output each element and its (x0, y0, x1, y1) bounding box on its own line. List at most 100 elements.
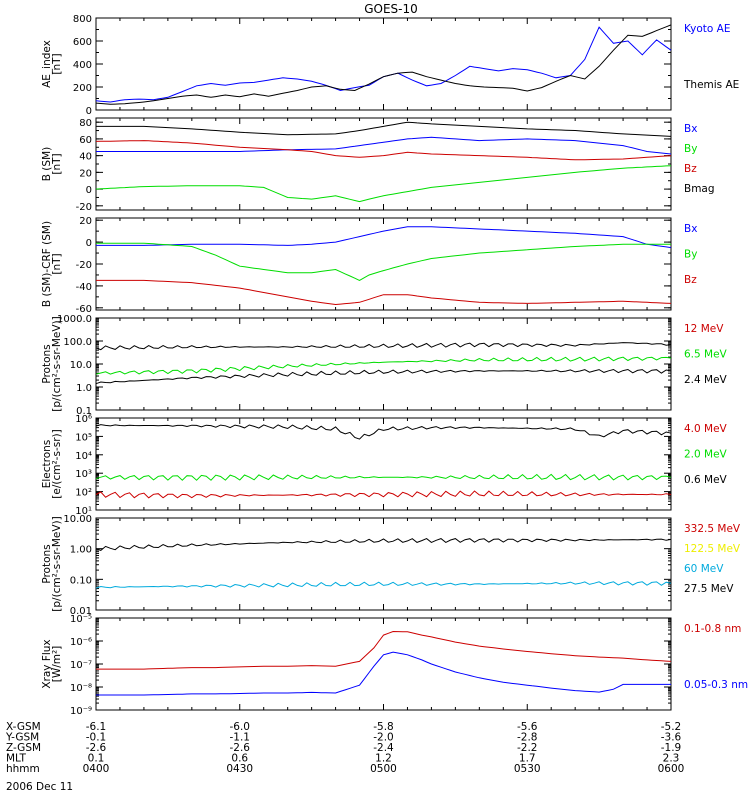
panel-frame (95, 317, 672, 411)
ephem-value: 0.6 (231, 753, 248, 765)
y-tick-label: 10² (75, 488, 92, 499)
y-tick-label: 10⁻⁷ (70, 660, 92, 671)
y-tick-label: 0.10 (70, 575, 92, 586)
y-tick-label: 10⁴ (75, 451, 92, 462)
y-tick-label: 1.00 (70, 545, 92, 556)
y-tick-label: 10⁻⁵ (70, 614, 92, 625)
legend-by: By (684, 143, 697, 155)
ephem-label: Z-GSM (6, 742, 41, 754)
ephem-value: -2.0 (373, 732, 394, 744)
series-line-bx (96, 226, 672, 249)
legend-bx: Bx (684, 123, 697, 135)
ephem-value: -5.8 (373, 721, 394, 733)
ephem-value: -2.6 (86, 742, 107, 754)
y-tick-label: 100.0 (63, 337, 92, 348)
y-tick-label: 80 (79, 118, 92, 129)
y-tick-label: 0.1 (76, 406, 92, 417)
series-line-2-4-mev (95, 368, 672, 385)
legend-6-5-mev: 6.5 MeV (684, 349, 728, 361)
y-tick-label: 10⁻⁹ (70, 706, 92, 717)
legend-332-5-mev: 332.5 MeV (684, 523, 741, 535)
y-tick-label: 800 (73, 14, 92, 25)
series-line-6-5-mev (95, 356, 672, 375)
y-tick-label: -20 (76, 202, 92, 213)
ephem-value: -5.6 (517, 721, 538, 733)
legend-27-5-mev: 27.5 MeV (684, 583, 734, 595)
legend-kyoto-ae: Kyoto AE (684, 23, 730, 35)
y-axis-label: Electrons (41, 440, 53, 489)
ephem-label: hhmm (6, 763, 40, 775)
y-axis-label: [nT] (51, 253, 63, 274)
legend-bmag: Bmag (684, 183, 715, 195)
legend-bx: Bx (684, 223, 697, 235)
legend-2-4-mev: 2.4 MeV (684, 374, 728, 386)
y-tick-label: -20 (76, 260, 92, 271)
y-tick-label: 60 (79, 135, 92, 146)
y-tick-label: 40 (79, 152, 92, 163)
legend-0-1-0-8-nm: 0.1-0.8 nm (684, 623, 741, 635)
y-axis-label: Protons (41, 544, 53, 583)
ephem-value: 0430 (226, 763, 253, 775)
y-axis-label: Protons (41, 344, 53, 383)
legend-by: By (684, 249, 697, 261)
y-axis-label: [e/(cm²-s-sr)] (51, 429, 63, 498)
series-line-60-mev (95, 581, 672, 589)
ephem-value: -6.0 (230, 721, 251, 733)
y-tick-label: 200 (73, 83, 92, 94)
ephem-label: MLT (6, 753, 26, 765)
y-axis-label: [W/m²] (51, 646, 63, 683)
y-axis-label: B (SM) (41, 147, 53, 181)
y-axis-label: [p/(cm²-s-sr-MeV)] (51, 516, 63, 611)
series-line-2-0-mev (95, 473, 672, 481)
panel-1: -20 0 20 40 60 80 B (SM)[nT] Bx By Bz Bmag (41, 117, 715, 213)
legend-bz: Bz (684, 274, 697, 286)
ephem-value: 1.2 (375, 753, 392, 765)
y-tick-label: 10.00 (63, 514, 92, 525)
y-tick-label: 400 (73, 60, 92, 71)
y-tick-label: 10.0 (70, 360, 92, 371)
y-tick-label: 10³ (75, 469, 92, 480)
legend-122-5-mev: 122.5 MeV (684, 543, 741, 555)
ephem-value: 2.3 (663, 753, 680, 765)
ephem-value: -2.2 (517, 742, 538, 754)
series-line-bz (95, 140, 672, 161)
ephem-value: -5.2 (661, 721, 682, 733)
date-label: 2006 Dec 11 (6, 781, 73, 793)
ephem-value: -0.1 (86, 732, 107, 744)
panel-frame (95, 217, 672, 311)
ephem-value: -2.6 (230, 742, 251, 754)
y-tick-label: 10⁻⁶ (70, 637, 92, 648)
series-line-bx (96, 136, 672, 155)
y-axis-label: [p/(cm²-s-sr-MeV)] (51, 316, 63, 411)
series-line-by (96, 242, 671, 281)
ephem-value: 0530 (514, 763, 541, 775)
series-line-27-5-mev (95, 538, 672, 551)
y-axis-label: AE_index (41, 40, 53, 88)
legend-0-05-0-3-nm: 0.05-0.3 nm (684, 679, 748, 691)
ephem-label: Y-GSM (5, 732, 39, 744)
chart-title: GOES-10 (364, 2, 418, 16)
ephem-value: -2.4 (373, 742, 394, 754)
panel-6: 10⁻⁹ 10⁻⁸ 10⁻⁷ 10⁻⁶ 10⁻⁵ Xray Flux[W/m²] 0.1-0… (41, 614, 748, 717)
legend-bz: Bz (684, 163, 697, 175)
panel-4: 10¹ 10² 10³ 10⁴ 10⁵ 10⁶ Electrons[e/(cm²-s-sr)… (41, 414, 728, 517)
panel-0: 0 200 400 600 800 AE_index[nT] Kyoto AE Themis … (41, 14, 739, 117)
y-tick-label: 10⁵ (75, 432, 92, 443)
y-tick-label: -40 (76, 282, 92, 293)
y-tick-label: 20 (79, 216, 92, 227)
y-axis-label: [nT] (51, 153, 63, 174)
y-tick-label: -60 (76, 304, 92, 315)
series-line-0-05-0-3-nm (96, 651, 671, 696)
legend-4-0-mev: 4.0 MeV (684, 423, 728, 435)
legend-60-mev: 60 MeV (684, 563, 724, 575)
ephem-value: -6.1 (86, 721, 107, 733)
ephem-label: X-GSM (6, 721, 41, 733)
panel-2: -60 -40 -20 0 20 B (SM)-CRF (SM)[nT] Bx By Bz (41, 216, 697, 315)
series-line-4-0-mev (95, 490, 672, 499)
ephem-value: -3.6 (661, 732, 682, 744)
y-tick-label: 0.01 (70, 606, 92, 617)
series-line-bmag (96, 121, 672, 137)
y-axis-label: [nT] (51, 53, 63, 74)
